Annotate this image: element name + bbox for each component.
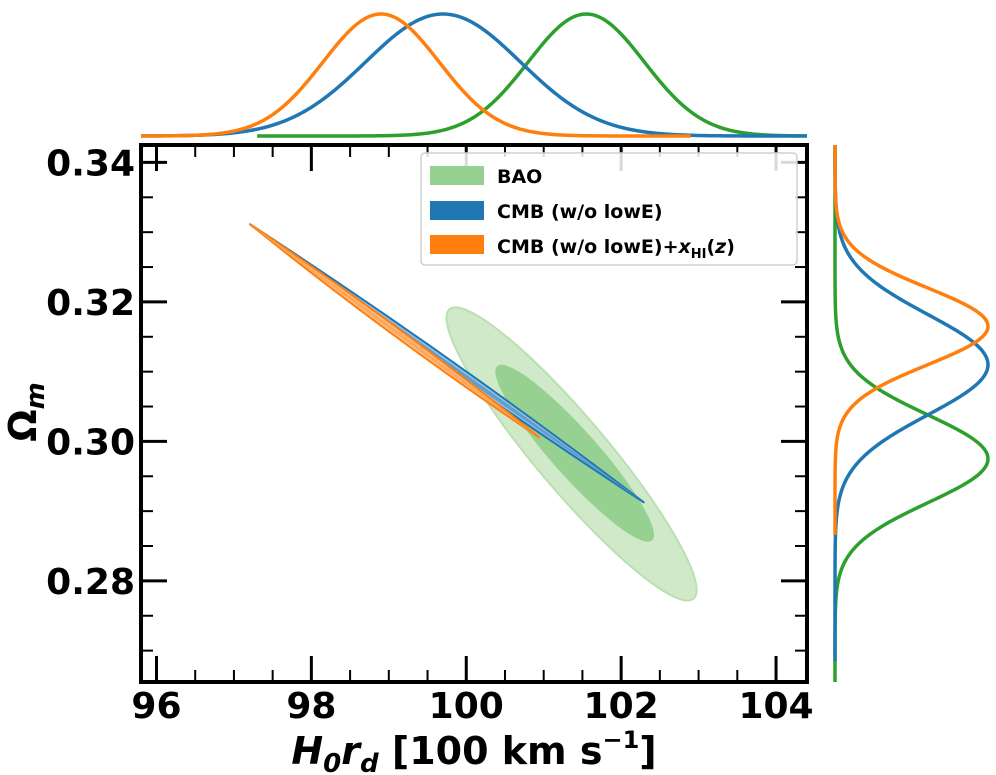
x-tick-label: 102: [584, 686, 659, 727]
legend: BAO CMB (w/o lowE) CMB (w/o lowE)+xHI(z): [420, 152, 798, 266]
legend-label-cmb: CMB (w/o lowE): [497, 201, 663, 223]
x-tick-label: 104: [738, 686, 813, 727]
contour-layer: [248, 222, 698, 602]
top-marginal-panel: [140, 12, 808, 138]
y-axis-label: Ωm: [1, 382, 51, 441]
x-tick-label: 96: [131, 686, 181, 727]
marginal-x-cmb: [140, 12, 807, 138]
plot-frame: [139, 143, 809, 684]
main-panel: 96 98 100 102 104 0.28 0.30 0.32 0.34: [46, 143, 814, 727]
x-tick-label: 100: [429, 686, 504, 727]
right-marginal-panel: [833, 145, 990, 682]
y-tick-label: 0.28: [46, 562, 135, 603]
legend-swatch-cmb-xhi: [430, 235, 484, 254]
marginal-y-cmb-xhi: [833, 145, 990, 535]
tick-label-layer: 96 98 100 102 104 0.28 0.30 0.32 0.34: [46, 143, 813, 727]
y-tick-label: 0.34: [46, 143, 135, 184]
marginal-y-bao: [833, 145, 990, 682]
legend-box: [420, 152, 798, 266]
legend-swatch-bao: [430, 166, 484, 185]
legend-swatch-cmb: [430, 201, 484, 220]
legend-label-bao: BAO: [497, 166, 542, 188]
cmb-xhi-contour-68: [249, 223, 540, 438]
marginal-y-cmb: [833, 145, 990, 662]
y-tick-label: 0.32: [46, 283, 135, 324]
legend-label-cmb-xhi: CMB (w/o lowE)+xHI(z): [497, 236, 735, 262]
marginal-x-bao: [257, 12, 808, 138]
x-tick-label: 98: [286, 686, 336, 727]
y-tick-label: 0.30: [46, 422, 135, 463]
x-axis-label: H0rd [100 km s−1]: [291, 726, 656, 775]
marginal-x-cmb-xhi: [140, 12, 691, 138]
